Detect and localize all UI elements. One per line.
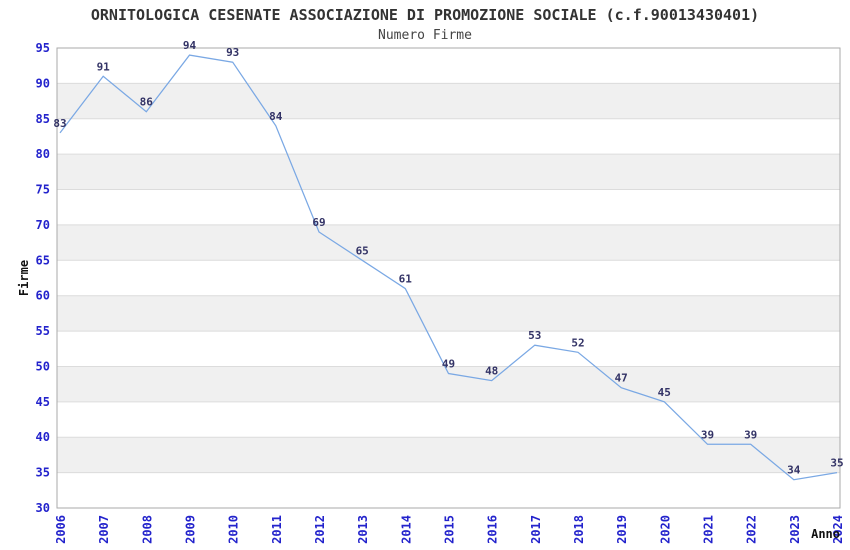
x-tick-label: 2013 [356, 515, 370, 544]
data-point-label: 53 [528, 329, 541, 342]
data-point-label: 48 [485, 365, 498, 378]
plot-band [57, 472, 840, 508]
plot-band [57, 118, 840, 155]
data-point-label: 69 [312, 216, 325, 229]
data-point-label: 52 [571, 336, 584, 349]
data-point-label: 49 [442, 358, 455, 371]
x-tick-label: 2023 [788, 515, 802, 544]
plot-band [57, 331, 840, 367]
y-tick-label: 65 [36, 253, 50, 267]
x-tick-label: 2014 [399, 515, 413, 544]
data-point-label: 39 [701, 428, 714, 441]
y-tick-label: 35 [36, 466, 50, 480]
data-point-label: 61 [399, 273, 413, 286]
chart-title: ORNITOLOGICA CESENATE ASSOCIAZIONE DI PR… [90, 6, 760, 24]
data-point-label: 94 [183, 39, 197, 52]
x-tick-label: 2018 [572, 515, 586, 544]
plot-band [57, 366, 840, 402]
y-tick-label: 70 [36, 218, 50, 232]
y-tick-label: 55 [36, 324, 50, 338]
data-point-label: 65 [356, 244, 369, 257]
plot-border [56, 47, 841, 509]
plot-band [57, 83, 840, 119]
x-tick-label: 2016 [486, 515, 500, 544]
x-tick-label: 2007 [97, 515, 111, 544]
y-tick-label: 40 [36, 430, 50, 444]
x-tick-label: 2021 [702, 515, 716, 544]
plot-band [57, 260, 840, 296]
chart-subtitle: Numero Firme [378, 28, 472, 43]
y-axis-tick-labels: 95 90 85 80 75 70 65 60 55 50 45 40 35 30 [36, 41, 50, 515]
plot-band [57, 437, 840, 473]
plot-band [57, 401, 840, 438]
y-tick-label: 75 [36, 183, 50, 197]
background-bands [57, 48, 840, 508]
y-tick-label: 30 [36, 501, 50, 515]
data-point-label: 35 [830, 457, 843, 470]
data-point-label: 91 [97, 60, 111, 73]
plot-band [57, 189, 840, 225]
data-point-labels: 83 91 86 94 93 84 69 65 61 49 48 53 52 47 45 39 39 34 35 [53, 39, 843, 477]
y-tick-label: 50 [36, 360, 50, 374]
data-point-label: 86 [140, 96, 154, 109]
y-tick-label: 60 [36, 289, 50, 303]
data-point-label: 34 [787, 464, 801, 477]
data-point-label: 39 [744, 428, 757, 441]
y-tick-label: 45 [36, 395, 50, 409]
data-point-label: 84 [269, 110, 283, 123]
data-series-line [59, 54, 838, 481]
data-point-label: 45 [658, 386, 671, 399]
x-tick-label: 2017 [529, 515, 543, 544]
x-tick-label: 2024 [831, 515, 845, 544]
plot-band [57, 224, 840, 261]
x-tick-label: 2022 [745, 515, 759, 544]
y-tick-label: 95 [36, 41, 50, 55]
plot-band [57, 48, 840, 84]
y-tick-label: 80 [36, 147, 50, 161]
plot-band [57, 295, 840, 332]
x-tick-label: 2019 [615, 515, 629, 544]
y-tick-label: 85 [36, 112, 50, 126]
data-point-label: 93 [226, 46, 239, 59]
y-tick-label: 90 [36, 76, 50, 90]
x-tick-label: 2020 [658, 515, 672, 544]
x-tick-label: 2008 [140, 515, 154, 544]
x-tick-label: 2009 [184, 515, 198, 544]
plot-band [57, 154, 840, 190]
data-point-label: 47 [615, 372, 628, 385]
gridlines [57, 82, 840, 474]
x-tick-label: 2012 [313, 515, 327, 544]
x-axis-title: Anno [811, 527, 840, 541]
x-tick-label: 2010 [227, 515, 241, 544]
x-axis-tick-labels: 2006 2007 2008 2009 2010 2011 2012 2013 2014 2015… [54, 515, 845, 544]
x-tick-label: 2011 [270, 515, 284, 544]
x-tick-label: 2006 [54, 515, 68, 544]
data-point-label: 83 [53, 117, 66, 130]
y-axis-title: Firme [17, 260, 31, 296]
x-tick-label: 2015 [443, 515, 457, 544]
